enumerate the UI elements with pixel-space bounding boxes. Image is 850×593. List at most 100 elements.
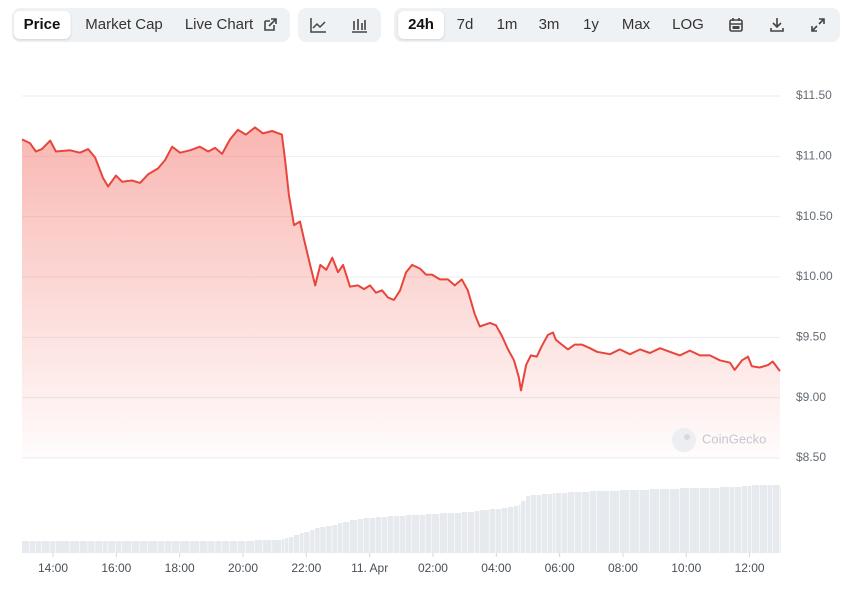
watermark-logo	[672, 428, 696, 452]
volume-bar	[288, 537, 294, 553]
volume-bar	[780, 487, 781, 553]
range-tab[interactable]: 7d	[456, 16, 474, 33]
volume-bar	[272, 540, 282, 553]
volume-bar	[619, 490, 630, 553]
volume-bar	[108, 541, 116, 553]
volume-bar	[479, 510, 490, 553]
volume-bar	[116, 541, 122, 553]
y-tick-label: $9.50	[796, 330, 826, 344]
y-tick-label: $11.50	[796, 88, 832, 102]
volume-bar	[315, 528, 320, 553]
volume-bar	[581, 492, 590, 553]
volume-bar	[343, 522, 350, 553]
volume-bar	[629, 490, 640, 553]
volume-bar	[552, 493, 556, 553]
volume-bar	[400, 516, 406, 553]
volume-bar	[461, 512, 468, 553]
volume-bar	[536, 495, 542, 553]
volume-bar	[158, 541, 165, 553]
volume-bar	[103, 541, 108, 553]
volume-bar	[495, 509, 502, 553]
volume-bar	[208, 541, 215, 553]
volume-bar	[640, 490, 650, 553]
view-tabs: Price Market Cap Live Chart	[12, 8, 290, 42]
view-tab[interactable]: Market Cap	[85, 16, 163, 33]
x-tick-label: 06:00	[545, 561, 575, 575]
x-tick-label: 08:00	[608, 561, 638, 575]
volume-bar	[140, 541, 148, 553]
range-tab[interactable]: Max	[621, 16, 651, 33]
volume-bar	[555, 493, 562, 553]
x-tick-label: 02:00	[418, 561, 448, 575]
view-tab[interactable]: Price	[13, 11, 71, 39]
y-tick-label: $8.50	[796, 450, 826, 464]
volume-bar	[122, 541, 132, 553]
watermark-logo-eye	[684, 434, 690, 440]
x-tick-label: 12:00	[735, 561, 765, 575]
volume-bar	[148, 541, 158, 553]
volume-bar	[55, 541, 70, 553]
volume-bar	[751, 485, 760, 553]
external-link-icon[interactable]	[262, 17, 278, 33]
volume-bar	[131, 541, 140, 553]
volume-bar	[41, 541, 50, 553]
volume-bar	[326, 526, 332, 553]
volume-bar	[332, 525, 338, 553]
volume-bar	[299, 533, 304, 553]
volume-bar	[609, 491, 620, 553]
volume-bar	[439, 513, 448, 553]
y-tick-label: $10.50	[796, 209, 833, 223]
range-tab[interactable]: 1m	[496, 16, 518, 33]
volume-bar	[679, 488, 690, 553]
volume-bar	[454, 513, 462, 553]
range-tab[interactable]: LOG	[672, 16, 704, 33]
volume-bar	[406, 515, 412, 553]
expand-icon[interactable]	[810, 17, 826, 33]
volume-bar	[710, 488, 720, 553]
volume-bar	[734, 487, 742, 553]
volume-bar	[547, 494, 553, 553]
volume-bar	[337, 523, 343, 553]
volume-bar	[363, 518, 370, 553]
volume-bar	[541, 494, 548, 553]
volume-bar	[699, 488, 710, 553]
watermark-text: CoinGecko	[702, 431, 766, 446]
y-tick-label: $10.00	[796, 269, 833, 283]
y-tick-label: $11.00	[796, 149, 832, 163]
volume-bar	[689, 488, 700, 553]
view-tab[interactable]: Live Chart	[184, 16, 254, 33]
volume-bar	[350, 520, 358, 553]
y-tick-label: $9.00	[796, 390, 826, 404]
volume-bar	[474, 511, 480, 553]
volume-bar	[304, 532, 310, 553]
volume-bar	[70, 541, 80, 553]
line-chart-icon[interactable]	[310, 17, 327, 33]
volume-bar	[489, 509, 496, 553]
download-icon[interactable]	[769, 17, 785, 33]
volume-bar	[596, 491, 610, 553]
x-tick-label: 11. Apr	[351, 561, 388, 575]
volume-bar	[165, 541, 172, 553]
x-tick-label: 20:00	[228, 561, 258, 575]
volume-bar	[759, 485, 768, 553]
volume-bar	[526, 496, 531, 553]
range-tab[interactable]: 1y	[583, 16, 599, 33]
x-tick-label: 22:00	[291, 561, 321, 575]
price-area	[22, 127, 780, 459]
volume-bar	[394, 516, 400, 553]
range-tab[interactable]: 24h	[398, 11, 444, 39]
volume-bar	[95, 541, 103, 553]
candle-chart-icon[interactable]	[351, 17, 368, 33]
calendar-icon[interactable]	[728, 17, 744, 33]
volume-bar	[285, 538, 289, 553]
volume-bar	[590, 491, 597, 553]
range-tab[interactable]: 3m	[538, 16, 560, 33]
volume-bar	[772, 485, 780, 553]
volume-bar	[382, 517, 388, 553]
volume-bar	[514, 506, 519, 553]
volume-bar	[502, 508, 508, 553]
watermark: CoinGecko	[672, 428, 766, 452]
volume-bar	[432, 514, 440, 553]
